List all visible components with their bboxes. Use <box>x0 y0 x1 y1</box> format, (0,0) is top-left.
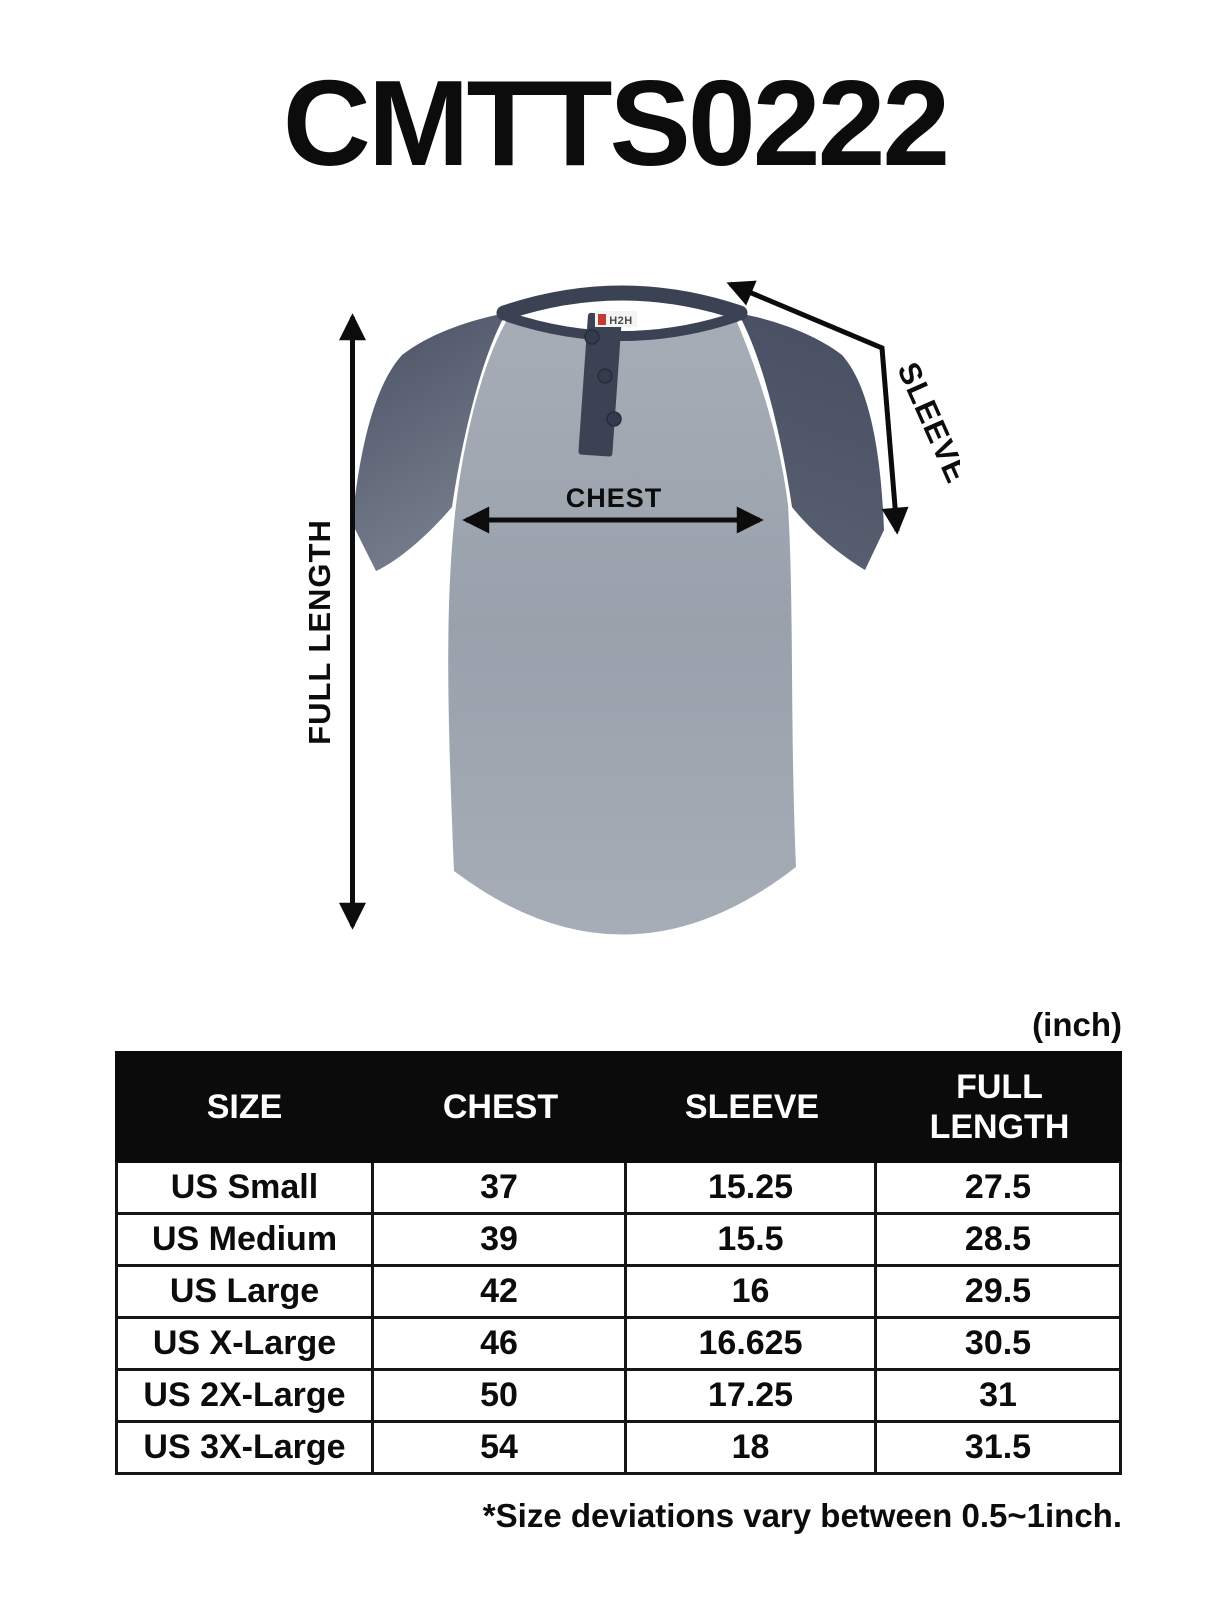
sleeve-cell: 17.25 <box>627 1371 877 1420</box>
shirt-illustration: H2H <box>352 285 884 935</box>
sleeve-cell: 15.25 <box>627 1163 877 1212</box>
chest-cell: 37 <box>374 1163 627 1212</box>
size-cell: US X-Large <box>118 1319 374 1368</box>
placket-button <box>597 368 613 384</box>
shirt-body-shape <box>448 315 796 935</box>
sleeve-label: SLEEVE <box>891 357 960 488</box>
chest-label: CHEST <box>566 483 663 513</box>
brand-tag: H2H <box>595 311 637 327</box>
chest-cell: 42 <box>374 1267 627 1316</box>
table-row: US X-Large 46 16.625 30.5 <box>118 1316 1119 1368</box>
full-length-cell: 30.5 <box>964 1324 1032 1362</box>
size-cell: US Medium <box>118 1215 374 1264</box>
brand-tag-label: H2H <box>609 315 633 327</box>
chest-cell: 50 <box>374 1371 627 1420</box>
header-cell-chest: CHEST <box>442 1088 559 1126</box>
size-cell: US Small <box>118 1163 374 1212</box>
full-length-cell: 28.5 <box>964 1220 1032 1258</box>
header-cell-size: SIZE <box>206 1088 283 1126</box>
unit-label: (inch) <box>1032 1006 1122 1043</box>
size-cell: US 2X-Large <box>118 1371 374 1420</box>
page-title: CMTTS0222 <box>282 55 951 191</box>
sleeve-cell: 16.625 <box>627 1319 877 1368</box>
table-row: US Large 42 16 29.5 <box>118 1264 1119 1316</box>
neckline-trim-shape <box>503 312 741 341</box>
footnote: *Size deviations vary between 0.5~1inch. <box>482 1497 1122 1534</box>
full-length-cell: 31.5 <box>964 1428 1032 1466</box>
placket-button <box>584 329 600 345</box>
sleeve-cell: 18 <box>627 1423 877 1472</box>
full-length-label: FULL LENGTH <box>302 519 337 745</box>
size-cell: US Large <box>118 1267 374 1316</box>
table-row: US Medium 39 15.5 28.5 <box>118 1212 1119 1264</box>
table-row: US 3X-Large 54 18 31.5 <box>118 1420 1119 1472</box>
brand-tag-logo <box>598 314 606 325</box>
sleeve-arrow <box>726 280 909 535</box>
left-sleeve-shape <box>352 313 506 571</box>
chest-cell: 54 <box>374 1423 627 1472</box>
sleeve-cell: 16 <box>627 1267 877 1316</box>
sleeve-cell: 15.5 <box>627 1215 877 1264</box>
header-cell-full-length: FULL LENGTH <box>929 1068 1070 1146</box>
size-cell: US 3X-Large <box>118 1423 374 1472</box>
shirt-measurement-diagram: H2H FULL LENGTH CHEST SLEEVE <box>302 280 960 935</box>
size-table-header-row: SIZE CHEST SLEEVE FULL LENGTH <box>115 1051 1122 1163</box>
table-row: US Small 37 15.25 27.5 <box>118 1163 1119 1212</box>
full-length-cell: 31 <box>979 1376 1017 1414</box>
header-cell-sleeve: SLEEVE <box>684 1088 820 1126</box>
chest-cell: 39 <box>374 1215 627 1264</box>
full-length-cell: 27.5 <box>964 1168 1032 1206</box>
size-table-body: US Small 37 15.25 27.5 US Medium 39 15.5… <box>115 1163 1122 1475</box>
chest-cell: 46 <box>374 1319 627 1368</box>
table-row: US 2X-Large 50 17.25 31 <box>118 1368 1119 1420</box>
full-length-cell: 29.5 <box>964 1272 1032 1310</box>
placket-button <box>606 411 622 427</box>
collar-shape <box>496 285 748 321</box>
size-table: SIZE CHEST SLEEVE FULL LENGTH US Small 3… <box>115 1051 1122 1475</box>
